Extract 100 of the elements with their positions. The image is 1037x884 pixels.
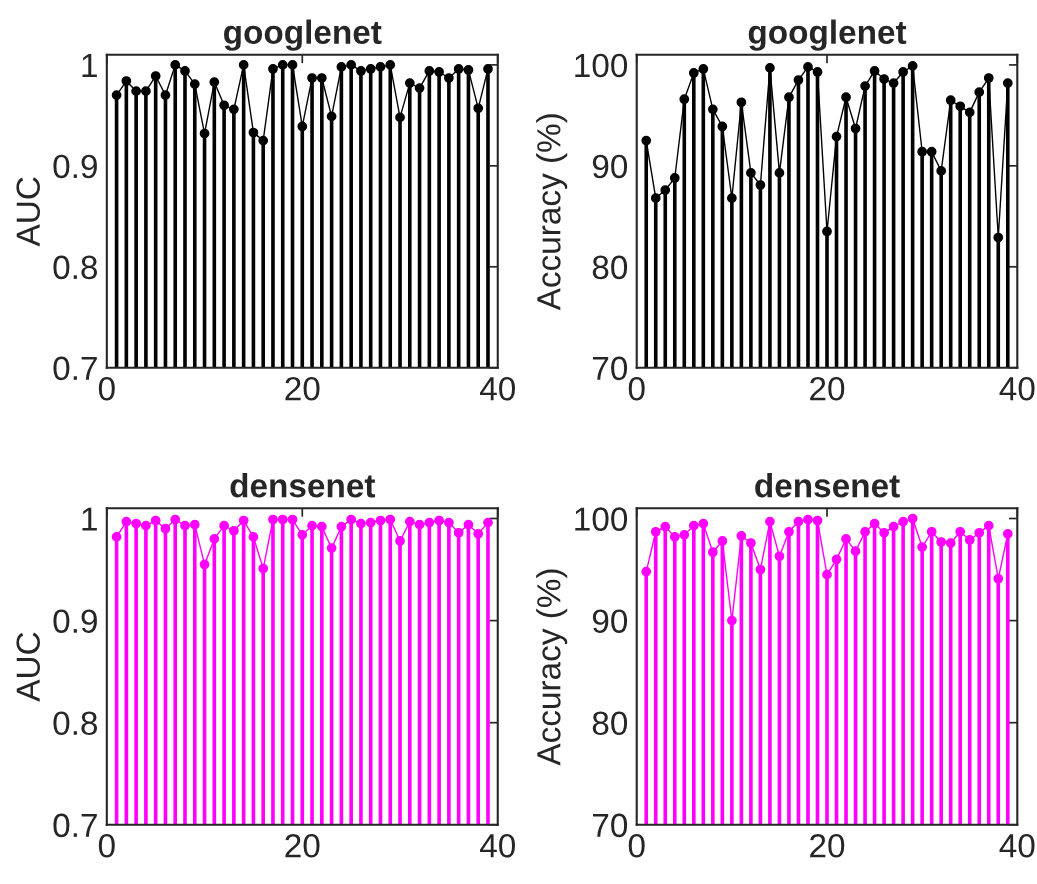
point — [898, 516, 908, 527]
point — [736, 97, 747, 108]
x-tick-label: 40 — [479, 833, 515, 858]
x-tick-label: 40 — [999, 376, 1035, 401]
point — [131, 86, 141, 97]
point — [404, 78, 415, 88]
y-tick-label: 1 — [82, 54, 97, 77]
point — [219, 520, 229, 531]
y-tick-label: 1 — [82, 507, 97, 531]
point — [812, 515, 823, 526]
point — [707, 104, 718, 115]
point — [698, 518, 709, 529]
point — [964, 107, 975, 118]
point — [316, 521, 327, 532]
point — [150, 71, 161, 81]
point — [375, 515, 386, 526]
point — [229, 104, 239, 115]
point — [307, 520, 317, 531]
x-tick-label: 40 — [479, 376, 515, 401]
point — [822, 226, 832, 237]
chart-title: googlenet — [224, 19, 382, 51]
point — [238, 60, 249, 70]
point — [850, 123, 861, 134]
point — [316, 73, 327, 83]
point — [160, 90, 171, 101]
y-tick-label: 0.7 — [53, 813, 97, 838]
point — [199, 128, 210, 139]
point — [404, 516, 415, 527]
point — [297, 121, 308, 132]
point — [150, 515, 161, 526]
point — [869, 518, 880, 529]
y-tick-label: 0.7 — [53, 356, 97, 381]
point — [926, 526, 937, 537]
x-tick-label: 20 — [285, 833, 320, 858]
point — [444, 73, 454, 83]
point — [641, 135, 652, 146]
point — [111, 90, 122, 101]
point — [860, 526, 870, 537]
y-tick-label: 70 — [593, 356, 628, 381]
point — [793, 75, 804, 85]
point — [287, 514, 298, 525]
point — [463, 519, 474, 530]
point — [784, 92, 794, 103]
point — [453, 64, 464, 74]
y-axis-title: Accuracy (%) — [536, 114, 568, 311]
point — [277, 514, 288, 525]
point — [803, 514, 813, 525]
point — [356, 66, 366, 76]
point — [209, 534, 220, 544]
y-tick-label: 0.8 — [53, 255, 98, 280]
point — [879, 527, 889, 538]
point — [170, 60, 181, 70]
point — [983, 73, 994, 83]
point — [907, 513, 918, 524]
point — [473, 103, 484, 114]
point — [141, 86, 151, 97]
point — [453, 527, 464, 538]
point — [669, 173, 680, 183]
point — [736, 531, 747, 541]
point — [483, 64, 493, 74]
point — [983, 520, 994, 531]
point — [841, 92, 851, 103]
point — [297, 529, 308, 540]
x-tick-label: 0 — [98, 376, 115, 401]
y-axis-title: AUC — [16, 632, 40, 702]
point — [784, 526, 794, 537]
point — [746, 538, 756, 548]
x-tick-label: 0 — [98, 833, 115, 858]
point — [926, 146, 937, 157]
point — [841, 534, 851, 544]
point — [209, 77, 220, 87]
point — [414, 83, 425, 93]
point — [219, 100, 229, 111]
point — [888, 521, 899, 532]
point — [688, 68, 699, 78]
point — [444, 517, 454, 528]
point — [189, 519, 200, 530]
point — [189, 79, 200, 89]
point — [974, 527, 985, 538]
point — [385, 514, 396, 525]
point — [898, 67, 908, 77]
y-tick-label: 80 — [592, 255, 628, 280]
point — [170, 514, 181, 525]
point — [160, 523, 171, 534]
point — [641, 566, 652, 577]
y-tick-label: 100 — [575, 507, 628, 531]
point — [483, 517, 493, 528]
point — [746, 168, 756, 178]
x-tick-label: 0 — [628, 376, 645, 401]
point — [121, 76, 132, 86]
point — [199, 559, 210, 570]
y-tick-label: 90 — [592, 154, 628, 179]
point — [698, 64, 709, 74]
y-tick-label: 0.9 — [53, 154, 97, 179]
point — [688, 520, 699, 531]
point — [248, 127, 259, 138]
point — [131, 518, 141, 529]
point — [258, 563, 269, 574]
chart-title: googlenet — [748, 19, 907, 51]
point — [993, 232, 1004, 243]
